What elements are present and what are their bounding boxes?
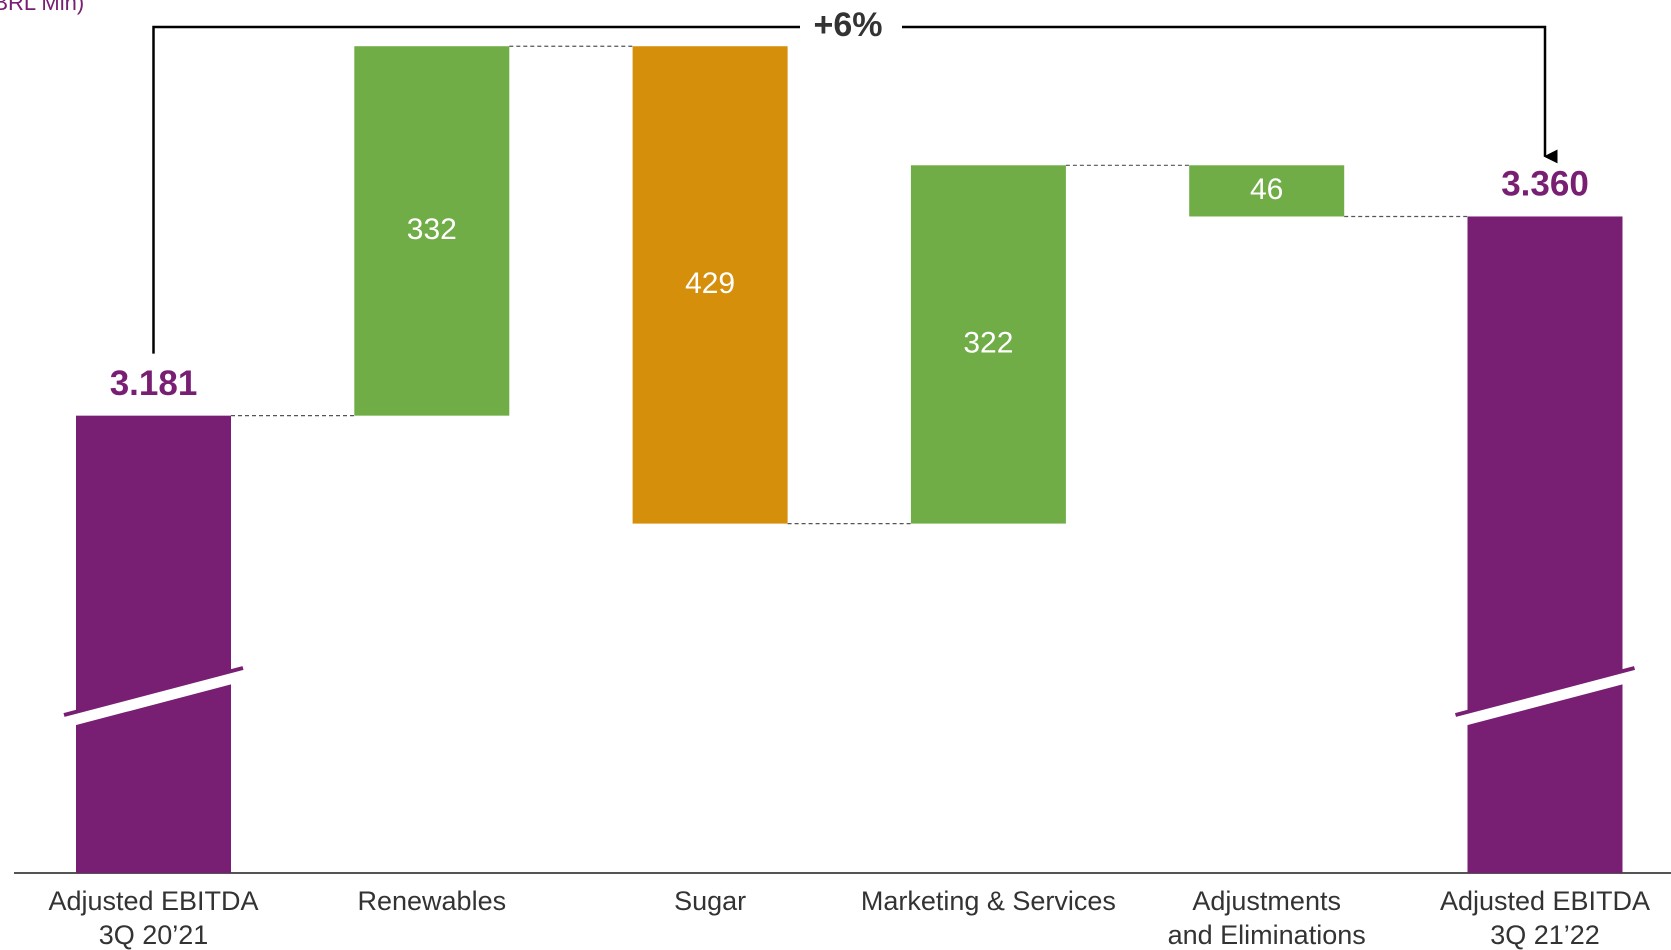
bar (1467, 216, 1623, 874)
value-label: 3.181 (110, 364, 198, 403)
category-label: Renewables (357, 886, 507, 916)
value-label: 46 (1250, 173, 1283, 206)
bar (910, 165, 1066, 524)
value-label: 332 (407, 213, 457, 246)
axis-break (1453, 667, 1637, 728)
bar (354, 46, 510, 416)
axis-break (62, 667, 245, 728)
category-label: Adjustments and Eliminations (1167, 886, 1366, 950)
bar (1189, 165, 1345, 217)
category-label: Adjusted EBITDA 3Q 20’21 (48, 886, 259, 950)
category-label: Adjusted EBITDA 3Q 21’22 (1439, 886, 1651, 950)
bar (632, 46, 788, 524)
bracket (902, 25, 1558, 164)
bar (76, 415, 231, 873)
subtitle: (BRL Mln) (0, 0, 85, 15)
value-label: 429 (685, 267, 735, 300)
bracket (152, 25, 800, 354)
axis-break (63, 666, 244, 717)
category-label: Marketing & Services (860, 886, 1116, 916)
category-label: Sugar (674, 886, 747, 916)
value-label: 322 (963, 326, 1013, 359)
annotation: +6% (814, 6, 883, 44)
axis-break (1454, 666, 1636, 717)
value-label: 3.360 (1501, 165, 1589, 204)
